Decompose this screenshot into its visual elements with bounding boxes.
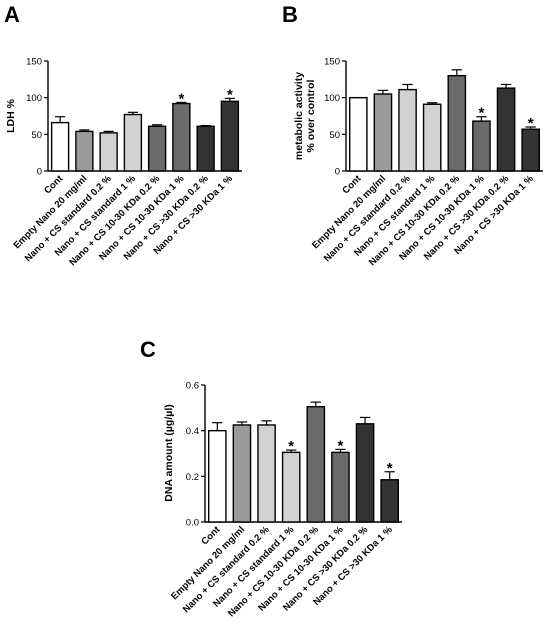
panel-a-bar (220, 100, 240, 172)
panel-b-bar (398, 88, 417, 172)
panel-a-y-tick-label: 100 (26, 93, 42, 104)
panel-c-significance-star: * (338, 437, 344, 454)
panel-c-y-tick-label: 0.2 (186, 472, 199, 483)
panel-a-significance-star: * (227, 86, 233, 103)
panel-c-significance-star: * (387, 460, 393, 477)
panel-b-y-axis-title-line: % over control (305, 79, 317, 152)
panel-c-bar (281, 451, 301, 523)
panel-c-y-tick-label: 0.6 (186, 381, 199, 392)
panel-c-bar (207, 429, 227, 523)
panel-a-bar (172, 102, 191, 172)
panel-b-significance-star: * (479, 105, 485, 122)
panel-b-bar (373, 93, 393, 172)
panel-a-bar (123, 113, 143, 172)
panel-c-bar (232, 424, 252, 523)
panel-c-bar (331, 451, 350, 523)
panel-b-letter: B (282, 2, 298, 27)
panel-c-bar (257, 424, 276, 523)
panel-c-bar (355, 423, 375, 523)
panel-c-bar (306, 405, 326, 523)
panel-a-y-axis-title: LDH % (5, 98, 17, 132)
panel-c-y-tick-label: 0.4 (186, 426, 199, 437)
panel-b-significance-star: * (528, 115, 534, 132)
panel-b-y-tick-label: 0 (335, 167, 340, 178)
panel-c-y-axis-title-line: DNA amount (µg/µl) (163, 404, 175, 501)
panel-b-bar (422, 103, 442, 172)
panel-c-y-tick-label: 0.0 (186, 518, 199, 529)
panel-a-y-axis-title-line: LDH % (5, 98, 17, 132)
panel-a-bar (147, 125, 167, 172)
panel-c-significance-star: * (288, 438, 294, 455)
panel-b-y-tick-label: 150 (324, 57, 340, 68)
panel-c-y-axis-title: DNA amount (µg/µl) (163, 404, 175, 501)
panel-c-letter: C (140, 337, 156, 362)
panel-b-y-tick-label: 100 (324, 93, 340, 104)
panel-a-significance-star: * (178, 90, 184, 107)
panel-a-bar (99, 132, 118, 172)
panel-a-letter: A (4, 2, 20, 27)
panel-a-bar (196, 125, 215, 172)
panel-b-y-tick-label: 50 (329, 130, 340, 141)
panel-b-y-axis-title-line: metabolic activity (293, 72, 305, 160)
panel-b-y-axis-title: metabolic activity% over control (293, 72, 317, 160)
panel-b-bar (521, 128, 541, 172)
panel-b-bar (472, 120, 491, 172)
panel-a-y-tick-label: 150 (26, 57, 42, 68)
panel-b-bar (447, 74, 467, 172)
panel-a-y-tick-label: 0 (37, 167, 42, 178)
panel-b: B 0 50 100 150 metabolic activity% over cont… (282, 2, 543, 268)
panel-c-bar (380, 479, 400, 523)
panel-a-bar (50, 121, 70, 172)
panel-b-bar (496, 87, 516, 172)
panel-b-bar (348, 96, 368, 172)
panel-a-y-tick-label: 50 (31, 130, 42, 141)
panel-a-bar (75, 130, 94, 172)
